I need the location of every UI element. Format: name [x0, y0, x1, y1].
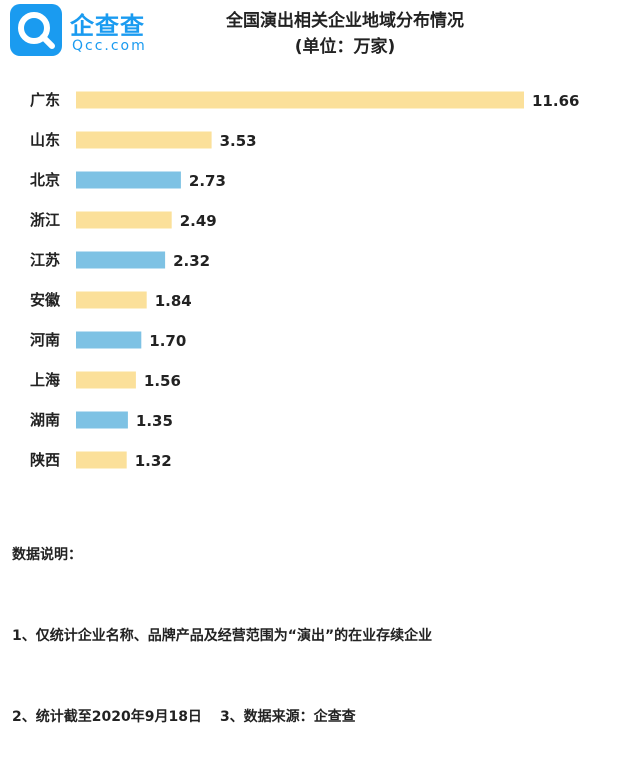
- chart-subtitle: (单位：万家): [294, 37, 396, 57]
- category-label: 江苏: [30, 251, 60, 269]
- data-label: 2.73: [189, 172, 226, 190]
- bar: [76, 331, 142, 349]
- data-label: 1.70: [149, 332, 186, 350]
- notes-heading: 数据说明：: [12, 547, 82, 563]
- data-label: 3.53: [220, 132, 257, 150]
- data-label: 11.66: [532, 92, 579, 110]
- data-notes: 数据说明： 1、仅统计企业名称、品牌产品及经营范围为“演出”的在业存续企业 2、…: [12, 488, 432, 758]
- data-label: 1.84: [155, 292, 192, 310]
- data-label: 1.32: [135, 452, 172, 470]
- brand-domain: Qcc.com: [72, 38, 147, 54]
- bar-chart: 广东 11.66 山东 3.53 北京 2.73 浙江 2.49 江苏 2.32 安徽 1.84 河南 1…: [30, 91, 579, 470]
- category-label: 浙江: [30, 211, 60, 229]
- bar: [76, 251, 166, 269]
- category-label: 山东: [30, 131, 60, 149]
- data-label: 2.32: [173, 252, 210, 270]
- chart-title: 全国演出相关企业地域分布情况: [226, 11, 464, 31]
- data-label: 2.49: [180, 212, 217, 230]
- category-label: 河南: [30, 331, 60, 349]
- category-label: 陕西: [30, 451, 60, 469]
- magnifier-logo-icon: [10, 4, 62, 56]
- brand-name: 企查查: [70, 12, 145, 40]
- category-label: 上海: [30, 371, 60, 389]
- notes-line-2: 2、统计截至2020年9月18日 3、数据来源：企查查: [12, 704, 432, 731]
- bar: [76, 131, 212, 149]
- chart-title-block: 全国演出相关企业地域分布情况 (单位：万家): [190, 8, 500, 60]
- notes-cutoff-date: 2、统计截至2020年9月18日: [12, 709, 202, 725]
- bar: [76, 411, 128, 429]
- category-label: 湖南: [30, 411, 60, 429]
- category-label: 北京: [30, 171, 60, 189]
- category-label: 安徽: [30, 291, 61, 309]
- bar: [76, 291, 147, 309]
- bar: [76, 211, 172, 229]
- category-label: 广东: [30, 91, 60, 109]
- bar: [76, 171, 181, 189]
- data-label: 1.35: [136, 412, 173, 430]
- bar: [76, 371, 136, 389]
- notes-source: 3、数据来源：企查查: [219, 709, 356, 725]
- bar: [76, 451, 127, 469]
- notes-line-1: 1、仅统计企业名称、品牌产品及经营范围为“演出”的在业存续企业: [12, 628, 433, 644]
- bar: [76, 91, 524, 109]
- data-label: 1.56: [144, 372, 181, 390]
